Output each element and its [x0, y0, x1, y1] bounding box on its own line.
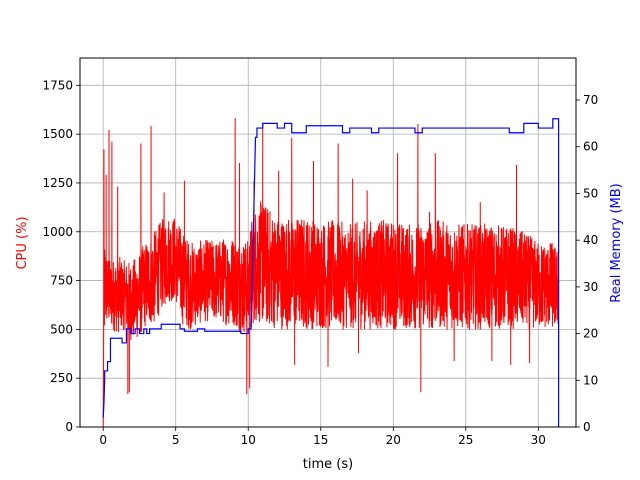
series-layer — [102, 118, 560, 427]
y-left-tick-label: 1500 — [42, 127, 73, 141]
y-right-tick-label: 40 — [583, 233, 598, 247]
x-tick-label: 10 — [241, 433, 256, 447]
y-left-tick-label: 500 — [50, 322, 73, 336]
y-right-tick-label: 20 — [583, 327, 598, 341]
y-right-tick-label: 50 — [583, 186, 598, 200]
x-axis: 0 5 10 15 20 25 30 — [99, 427, 546, 447]
x-tick-label: 15 — [313, 433, 328, 447]
x-axis-label: time (s) — [303, 457, 353, 472]
y-right-tick-label: 70 — [583, 93, 598, 107]
x-tick-label: 20 — [386, 433, 401, 447]
y-axis-right: 0 10 20 30 40 50 60 70 — [576, 93, 598, 434]
y-right-tick-label: 10 — [583, 373, 598, 387]
x-tick-label: 5 — [172, 433, 180, 447]
y-axis-left-label: CPU (%) — [15, 216, 30, 269]
cpu-series-line — [102, 118, 560, 427]
y-right-tick-label: 60 — [583, 140, 598, 154]
x-tick-label: 0 — [99, 433, 107, 447]
y-axis-right-label: Real Memory (MB) — [609, 183, 624, 302]
y-left-tick-label: 250 — [50, 371, 73, 385]
x-tick-label: 30 — [531, 433, 546, 447]
y-left-tick-label: 750 — [50, 274, 73, 288]
y-left-tick-label: 1000 — [42, 225, 73, 239]
y-left-tick-label: 1250 — [42, 176, 73, 190]
y-axis-left: 0 250 500 750 1000 1250 1500 1750 — [42, 78, 80, 434]
memory-series-line — [102, 118, 560, 427]
y-left-tick-label: 0 — [65, 420, 73, 434]
x-tick-label: 25 — [458, 433, 473, 447]
y-left-tick-label: 1750 — [42, 78, 73, 92]
y-right-tick-label: 30 — [583, 280, 598, 294]
y-right-tick-label: 0 — [583, 420, 591, 434]
plot-frame — [79, 57, 577, 428]
